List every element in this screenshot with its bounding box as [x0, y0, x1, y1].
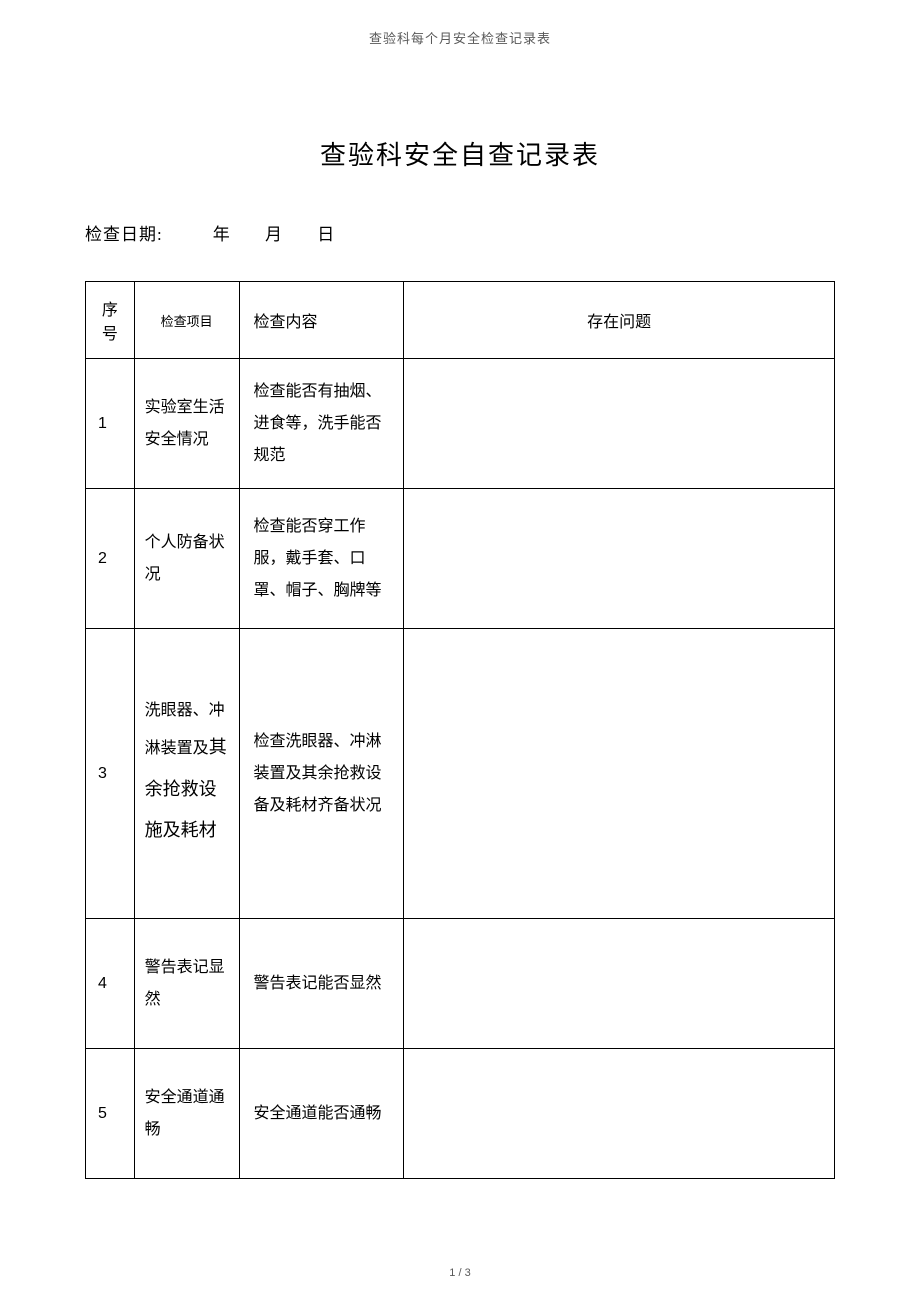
cell-item: 安全通道通畅 [134, 1049, 239, 1179]
cell-item: 警告表记显然 [134, 919, 239, 1049]
cell-seq: 3 [86, 629, 135, 919]
cell-content: 检查能否穿工作服，戴手套、口罩、帽子、胸牌等 [239, 489, 404, 629]
cell-item: 实验室生活安全情况 [134, 359, 239, 489]
table-row: 5 安全通道通畅 安全通道能否通畅 [86, 1049, 835, 1179]
cell-content: 警告表记能否显然 [239, 919, 404, 1049]
cell-seq: 4 [86, 919, 135, 1049]
col-content-header: 检查内容 [239, 282, 404, 359]
date-label: 检查日期: [85, 225, 163, 244]
inspection-table-wrapper: 序号 检查项目 检查内容 存在问题 1 实验室生活安全情况 检查能否有抽烟、进食… [85, 281, 835, 1179]
day-unit: 日 [317, 225, 335, 244]
date-line: 检查日期: 年 月 日 [85, 220, 920, 245]
table-row: 3 洗眼器、冲淋装置及其余抢救设施及耗材 检查洗眼器、冲淋装置及其余抢救设备及耗… [86, 629, 835, 919]
cell-problem [404, 629, 835, 919]
page-footer: 1 / 3 [0, 1267, 920, 1279]
table-header-row: 序号 检查项目 检查内容 存在问题 [86, 282, 835, 359]
cell-seq: 1 [86, 359, 135, 489]
year-unit: 年 [213, 225, 231, 244]
cell-content: 检查能否有抽烟、进食等，洗手能否规范 [239, 359, 404, 489]
col-problem-header: 存在问题 [404, 282, 835, 359]
cell-problem [404, 919, 835, 1049]
cell-seq: 5 [86, 1049, 135, 1179]
page-header: 查验科每个月安全检查记录表 [0, 0, 920, 47]
cell-seq: 2 [86, 489, 135, 629]
table-row: 2 个人防备状况 检查能否穿工作服，戴手套、口罩、帽子、胸牌等 [86, 489, 835, 629]
cell-item: 个人防备状况 [134, 489, 239, 629]
table-row: 1 实验室生活安全情况 检查能否有抽烟、进食等，洗手能否规范 [86, 359, 835, 489]
cell-problem [404, 359, 835, 489]
cell-content: 安全通道能否通畅 [239, 1049, 404, 1179]
col-seq-header: 序号 [86, 282, 135, 359]
col-item-header: 检查项目 [134, 282, 239, 359]
cell-problem [404, 489, 835, 629]
cell-item: 洗眼器、冲淋装置及其余抢救设施及耗材 [134, 629, 239, 919]
cell-problem [404, 1049, 835, 1179]
table-row: 4 警告表记显然 警告表记能否显然 [86, 919, 835, 1049]
inspection-table: 序号 检查项目 检查内容 存在问题 1 实验室生活安全情况 检查能否有抽烟、进食… [85, 281, 835, 1179]
page-title: 查验科安全自查记录表 [0, 135, 920, 172]
month-unit: 月 [265, 225, 283, 244]
cell-content: 检查洗眼器、冲淋装置及其余抢救设备及耗材齐备状况 [239, 629, 404, 919]
